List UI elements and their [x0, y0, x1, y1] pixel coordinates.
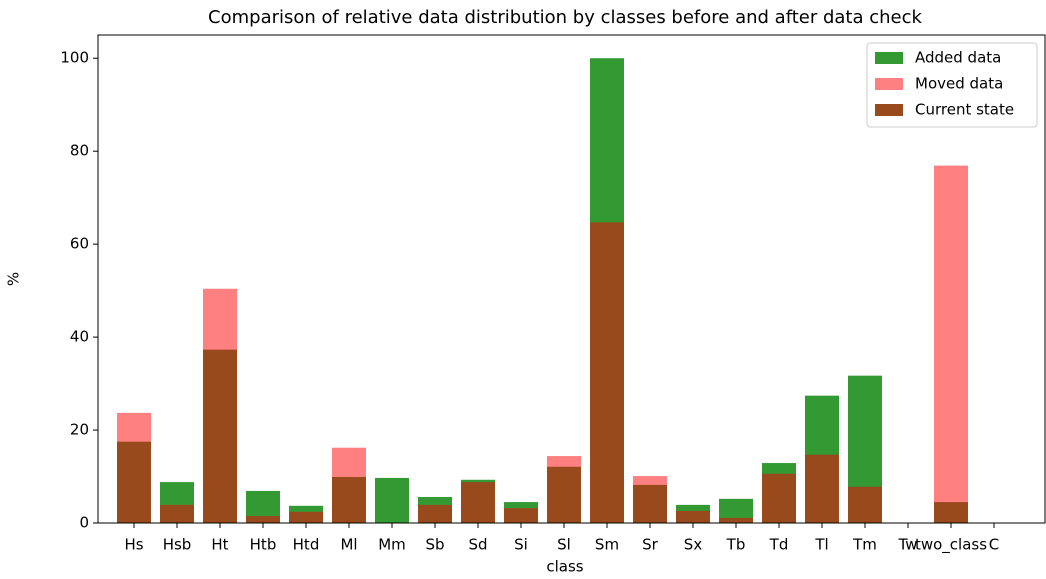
legend-label: Current state [915, 101, 1014, 119]
x-tick-label: Sm [595, 536, 619, 554]
x-tick-label: Td [769, 536, 789, 554]
legend-box [866, 42, 1038, 128]
x-tick-label: Sx [684, 536, 703, 554]
bar [676, 510, 710, 523]
legend-label: Moved data [915, 75, 1003, 93]
x-tick-label: Tm [852, 536, 877, 554]
bar [547, 466, 581, 523]
bar [805, 454, 839, 523]
bar [246, 516, 280, 523]
x-tick-label: Hsb [163, 536, 192, 554]
x-tick-label: Sd [468, 536, 487, 554]
legend-swatch [875, 104, 903, 116]
bar [203, 349, 237, 523]
x-tick-label: C [989, 536, 999, 554]
legend-label: Added data [915, 49, 1001, 67]
bar [117, 441, 151, 523]
x-tick-label: Mm [378, 536, 406, 554]
y-tick-label: 100 [60, 49, 89, 67]
bar [848, 486, 882, 523]
bar [332, 476, 366, 523]
x-tick-label: Htb [250, 536, 277, 554]
y-tick-label: 80 [70, 142, 89, 160]
y-tick-label: 0 [79, 514, 89, 532]
x-tick-label: Hs [124, 536, 143, 554]
x-tick-label: Tl [814, 536, 828, 554]
bar [934, 502, 968, 523]
bar [418, 504, 452, 523]
x-tick-label: Htd [293, 536, 320, 554]
x-tick-label: Ml [340, 536, 357, 554]
bar [289, 511, 323, 523]
x-tick-label: Ht [211, 536, 228, 554]
bar [633, 484, 667, 523]
x-axis-label: class [546, 558, 583, 576]
bar [934, 165, 968, 524]
bar [504, 508, 538, 523]
x-tick-label: Sl [557, 536, 571, 554]
x-tick-label: two_class [915, 536, 987, 555]
chart-title: Comparison of relative data distribution… [208, 7, 922, 28]
x-tick-label: Sr [642, 536, 659, 554]
x-tick-label: Sb [425, 536, 444, 554]
legend-swatch [875, 52, 903, 64]
x-tick-label: Tb [726, 536, 746, 554]
plot-frame [97, 34, 1046, 524]
y-tick-label: 40 [70, 328, 89, 346]
y-axis-label: % [5, 272, 23, 286]
legend-swatch [875, 78, 903, 90]
bar [375, 477, 409, 523]
x-tick-label: Tw [898, 536, 918, 554]
x-tick-label: Si [514, 536, 528, 554]
y-tick-label: 20 [70, 421, 89, 439]
bar [719, 517, 753, 523]
bar [461, 482, 495, 523]
bar [590, 222, 624, 523]
bar [160, 504, 194, 523]
bar [762, 473, 796, 523]
y-tick-label: 60 [70, 235, 89, 253]
